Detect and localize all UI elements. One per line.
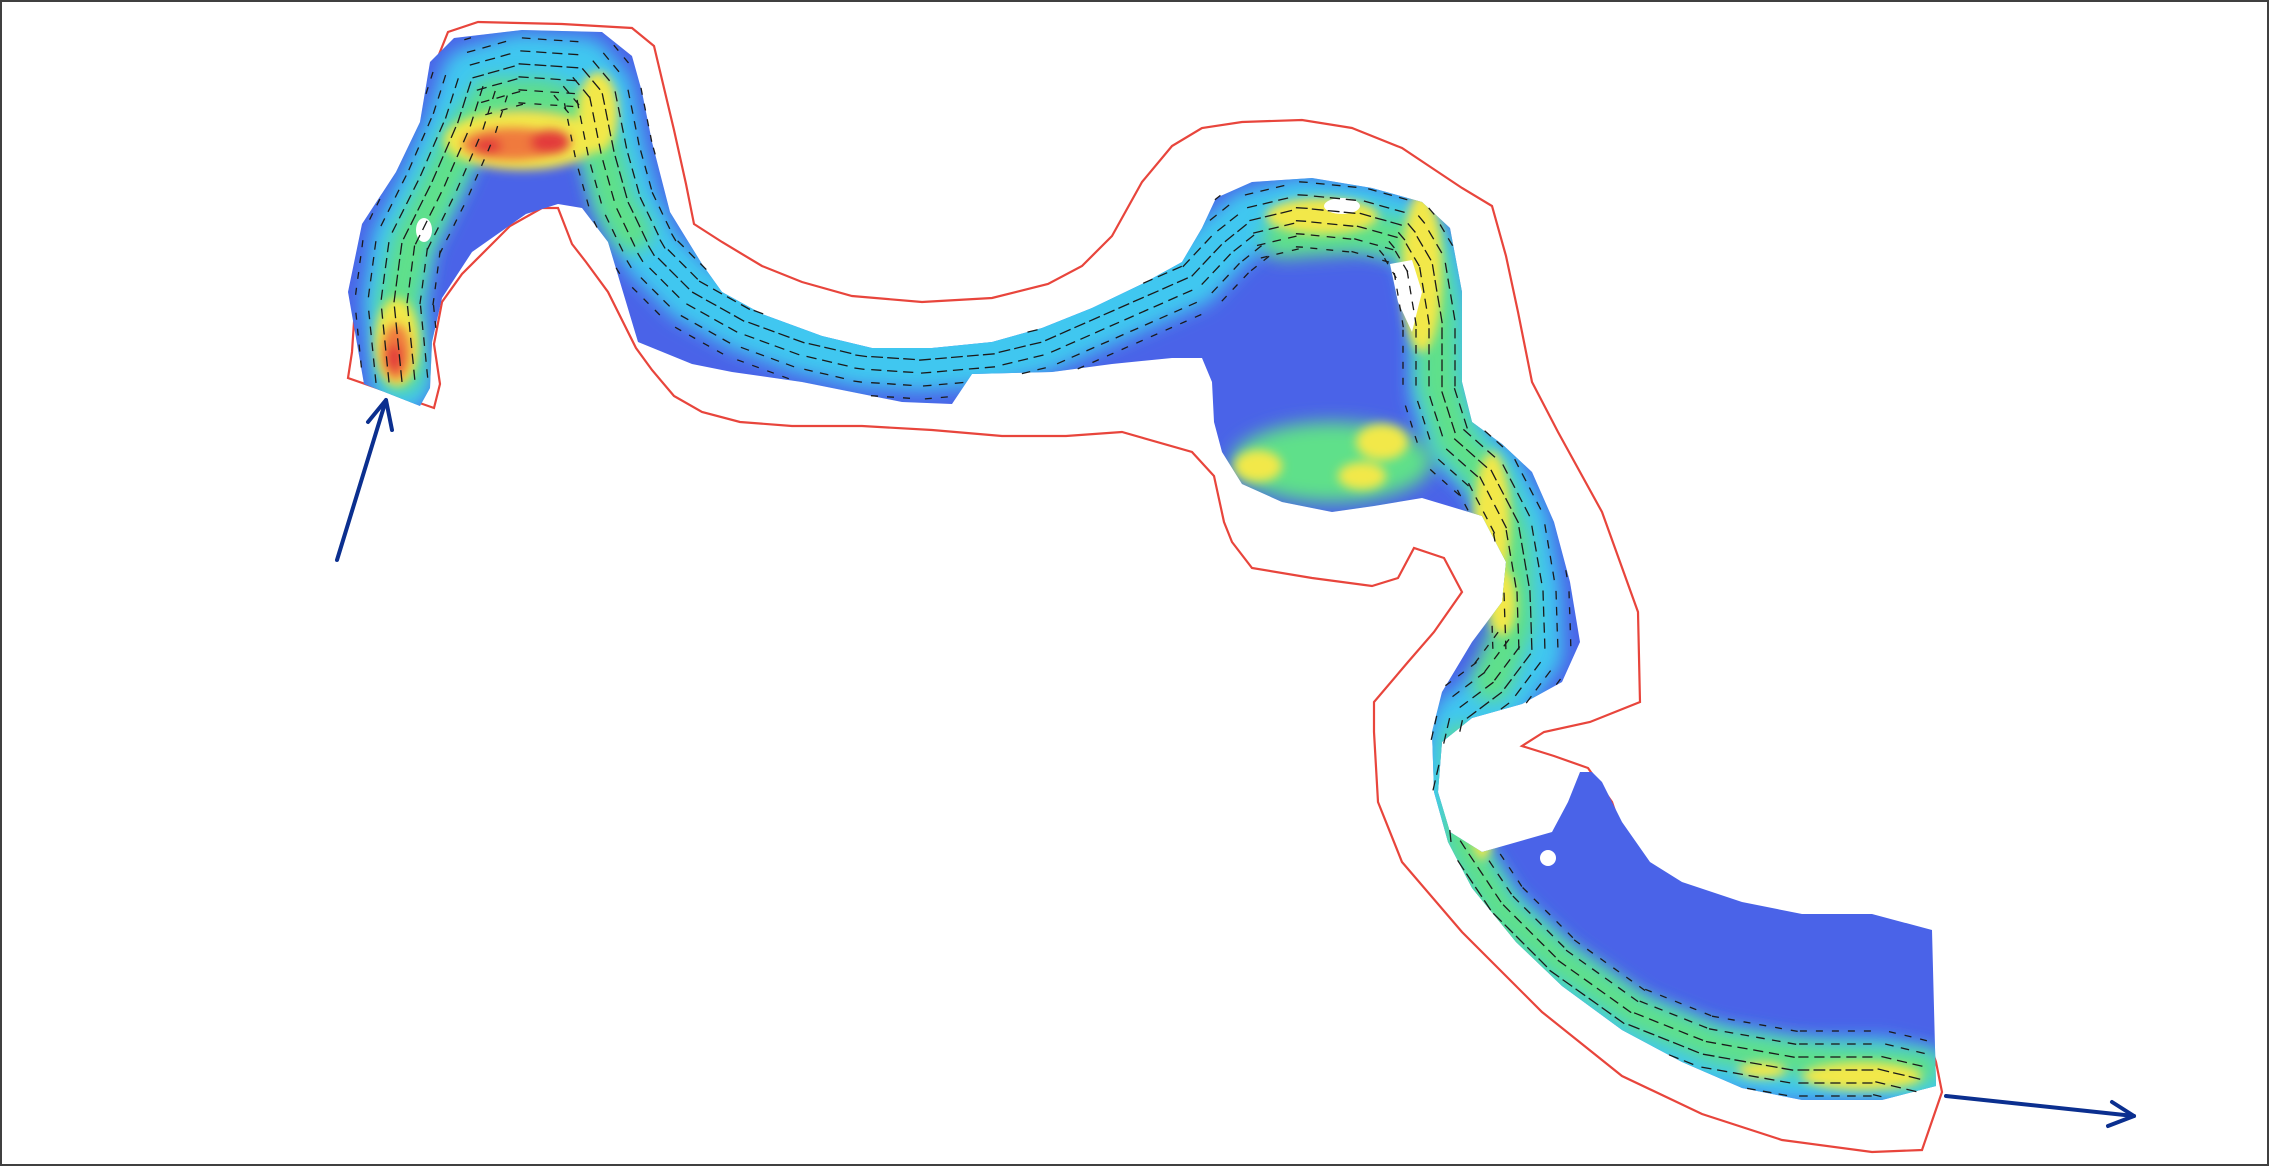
velocity-vector <box>903 398 910 399</box>
velocity-vector <box>424 337 425 346</box>
velocity-vector <box>551 79 561 80</box>
velocity-vector <box>518 103 525 104</box>
velocity-vector <box>554 40 563 41</box>
velocity-vector <box>552 53 562 54</box>
velocity-vector <box>435 282 436 289</box>
velocity-vector <box>567 67 579 68</box>
velocity-vector <box>1326 250 1333 251</box>
velocity-vector <box>356 313 357 320</box>
velocity-vector <box>550 92 559 93</box>
velocity-vector <box>1332 185 1341 186</box>
velocity-vector <box>570 41 579 42</box>
velocity-vector <box>903 385 912 386</box>
velocity-vector <box>953 370 963 371</box>
velocity-vector <box>519 90 528 91</box>
velocity-vector <box>369 311 370 320</box>
upstream-inflow-arrow <box>337 400 392 560</box>
velocity-vector <box>437 266 438 273</box>
velocity-vector <box>1296 234 1305 235</box>
velocity-vector <box>887 371 897 372</box>
velocity-vector <box>358 329 359 336</box>
velocity-vector <box>1296 208 1308 209</box>
velocity-vector <box>871 370 881 371</box>
velocity-vector <box>903 372 913 373</box>
velocity-vector <box>435 321 436 328</box>
velocity-vector <box>536 52 546 53</box>
velocity-vector <box>985 367 995 368</box>
velocity-vector <box>359 345 360 352</box>
velocity-vector <box>1343 238 1352 239</box>
velocity-vector <box>535 65 547 66</box>
velocity-vector <box>534 104 541 105</box>
velocity-vector <box>519 64 531 65</box>
velocity-vector <box>362 240 363 247</box>
water-depth-field <box>302 2 2002 1168</box>
velocity-vector <box>939 384 948 385</box>
velocity-vector <box>955 383 964 384</box>
velocity-vector <box>887 358 899 359</box>
velocity-vector <box>1342 251 1349 252</box>
velocity-vector <box>551 66 563 67</box>
velocity-vector <box>356 288 357 295</box>
velocity-vector <box>941 397 948 398</box>
velocity-vector <box>370 327 371 336</box>
velocity-vector <box>520 51 530 52</box>
velocity-vector <box>1311 235 1320 236</box>
velocity-vector <box>534 91 543 92</box>
velocity-vector <box>903 359 915 360</box>
velocity-vector <box>566 93 575 94</box>
velocity-vector <box>1316 183 1325 184</box>
downstream-outflow-arrow <box>1946 1096 2134 1126</box>
velocity-vector <box>375 374 376 383</box>
velocity-vector <box>871 357 883 358</box>
velocity-vector <box>374 358 375 367</box>
velocity-vector <box>1348 187 1357 188</box>
velocity-vector <box>1327 237 1336 238</box>
velocity-vector <box>937 371 947 372</box>
velocity-vector <box>1310 248 1317 249</box>
velocity-vector <box>519 77 529 78</box>
velocity-vector <box>538 39 547 40</box>
velocity-vector <box>522 38 531 39</box>
velocity-vector <box>925 398 932 399</box>
velocity-vector <box>923 385 932 386</box>
velocity-vector <box>921 372 931 373</box>
velocity-vector <box>568 54 578 55</box>
velocity-vector <box>422 321 423 330</box>
velocity-vector <box>421 306 422 315</box>
velocity-vector <box>1296 221 1306 222</box>
velocity-vector <box>887 384 896 385</box>
velocity-vector <box>434 305 435 312</box>
velocity-vector <box>1298 195 1308 196</box>
velocity-vector <box>361 361 362 368</box>
velocity-vector <box>427 369 428 378</box>
velocity-vector <box>871 383 880 384</box>
velocity-vector <box>566 106 573 107</box>
velocity-vector <box>425 353 426 362</box>
velocity-vector <box>535 78 545 79</box>
velocity-vector <box>372 343 373 352</box>
velocity-vector <box>1299 182 1308 183</box>
velocity-vector <box>969 368 979 369</box>
velocity-vector <box>871 396 878 397</box>
